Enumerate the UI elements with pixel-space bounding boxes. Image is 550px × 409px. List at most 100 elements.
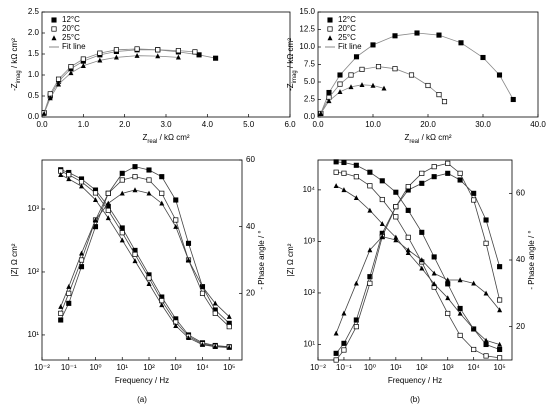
y-tick-label: 0.0 — [304, 112, 316, 121]
legend-label: 12°C — [62, 15, 80, 24]
fit-line — [43, 48, 195, 113]
marker — [457, 277, 463, 283]
marker — [51, 17, 57, 23]
marker — [393, 189, 399, 195]
marker — [146, 167, 152, 173]
marker — [212, 310, 218, 316]
y2-tick-label: 20 — [246, 288, 255, 297]
marker — [375, 64, 382, 70]
x-tick-label: 1.0 — [78, 120, 90, 129]
x-tick-label: 20.0 — [420, 120, 436, 129]
marker — [47, 95, 53, 101]
marker — [326, 89, 332, 96]
marker — [213, 55, 219, 61]
label-part: / kΩ cm² — [157, 133, 190, 142]
marker — [419, 265, 425, 271]
legend-label: Fit line — [338, 42, 362, 51]
y-tick-label: 2.0 — [28, 28, 40, 37]
y-tick-label: 10¹ — [27, 330, 39, 339]
marker — [196, 52, 202, 58]
marker — [341, 347, 347, 353]
y-tick-label: 10² — [303, 288, 315, 297]
marker — [367, 183, 373, 189]
marker — [510, 96, 516, 103]
marker — [92, 197, 98, 202]
marker — [393, 237, 399, 243]
marker — [497, 346, 503, 353]
legend-label: 12°C — [338, 15, 356, 24]
y-tick-label: 10² — [27, 267, 39, 276]
marker — [483, 353, 489, 359]
marker — [367, 169, 373, 175]
marker — [58, 303, 64, 309]
marker — [405, 207, 411, 213]
x-tick-label: 0.0 — [312, 120, 324, 129]
y2-tick-label: 20 — [516, 322, 525, 331]
label-part: imag — [16, 70, 22, 83]
marker — [105, 215, 111, 221]
marker — [66, 176, 72, 182]
marker — [92, 217, 98, 223]
marker — [119, 237, 125, 243]
fit-line — [60, 174, 230, 348]
x-tick-label: 10² — [416, 363, 428, 372]
marker — [192, 49, 198, 55]
marker — [431, 281, 437, 287]
marker — [445, 310, 451, 317]
y2-tick-label: 40 — [516, 255, 525, 264]
marker — [419, 170, 425, 176]
marker — [471, 326, 477, 332]
marker — [134, 46, 140, 52]
marker — [408, 72, 415, 78]
marker — [457, 170, 463, 176]
marker — [333, 183, 339, 188]
label-part: / kΩ cm² — [286, 38, 295, 71]
marker — [379, 196, 385, 203]
x-tick-label: 0.0 — [36, 120, 48, 129]
marker — [419, 229, 425, 235]
marker — [119, 225, 125, 231]
marker — [146, 190, 152, 196]
marker — [58, 317, 64, 323]
marker — [185, 240, 192, 246]
marker — [359, 82, 365, 87]
x-tick-label: 30.0 — [475, 120, 491, 129]
marker — [113, 47, 119, 53]
marker — [497, 297, 503, 303]
label-part: imag — [292, 70, 298, 83]
marker — [113, 54, 119, 60]
y-tick-label: 12.5 — [299, 25, 315, 34]
marker — [119, 230, 125, 236]
marker — [79, 250, 85, 256]
marker — [441, 99, 448, 105]
y-axis-label: -Zimag / kΩ cm² — [10, 38, 21, 91]
marker — [457, 177, 463, 183]
legend-label: 25°C — [338, 33, 356, 42]
marker — [119, 170, 125, 176]
marker — [405, 247, 411, 253]
marker — [431, 164, 437, 170]
marker — [51, 35, 57, 41]
marker — [119, 177, 125, 183]
fit-line — [60, 176, 230, 327]
y2-tick-label: 60 — [246, 155, 255, 164]
marker — [105, 190, 111, 196]
x-tick-label: 4.0 — [202, 120, 214, 129]
marker — [159, 174, 165, 180]
marker — [56, 81, 62, 87]
marker — [333, 357, 339, 363]
marker — [68, 70, 74, 76]
marker — [496, 72, 503, 78]
marker — [379, 178, 385, 184]
fit-line — [43, 49, 216, 113]
label-part: real — [409, 139, 419, 145]
marker — [353, 324, 359, 330]
fit-line — [60, 169, 230, 348]
legend-label: 20°C — [338, 24, 356, 33]
marker — [414, 30, 420, 36]
marker — [431, 270, 437, 276]
marker — [445, 170, 451, 176]
marker — [370, 82, 376, 88]
marker — [393, 204, 399, 210]
marker — [405, 234, 411, 240]
